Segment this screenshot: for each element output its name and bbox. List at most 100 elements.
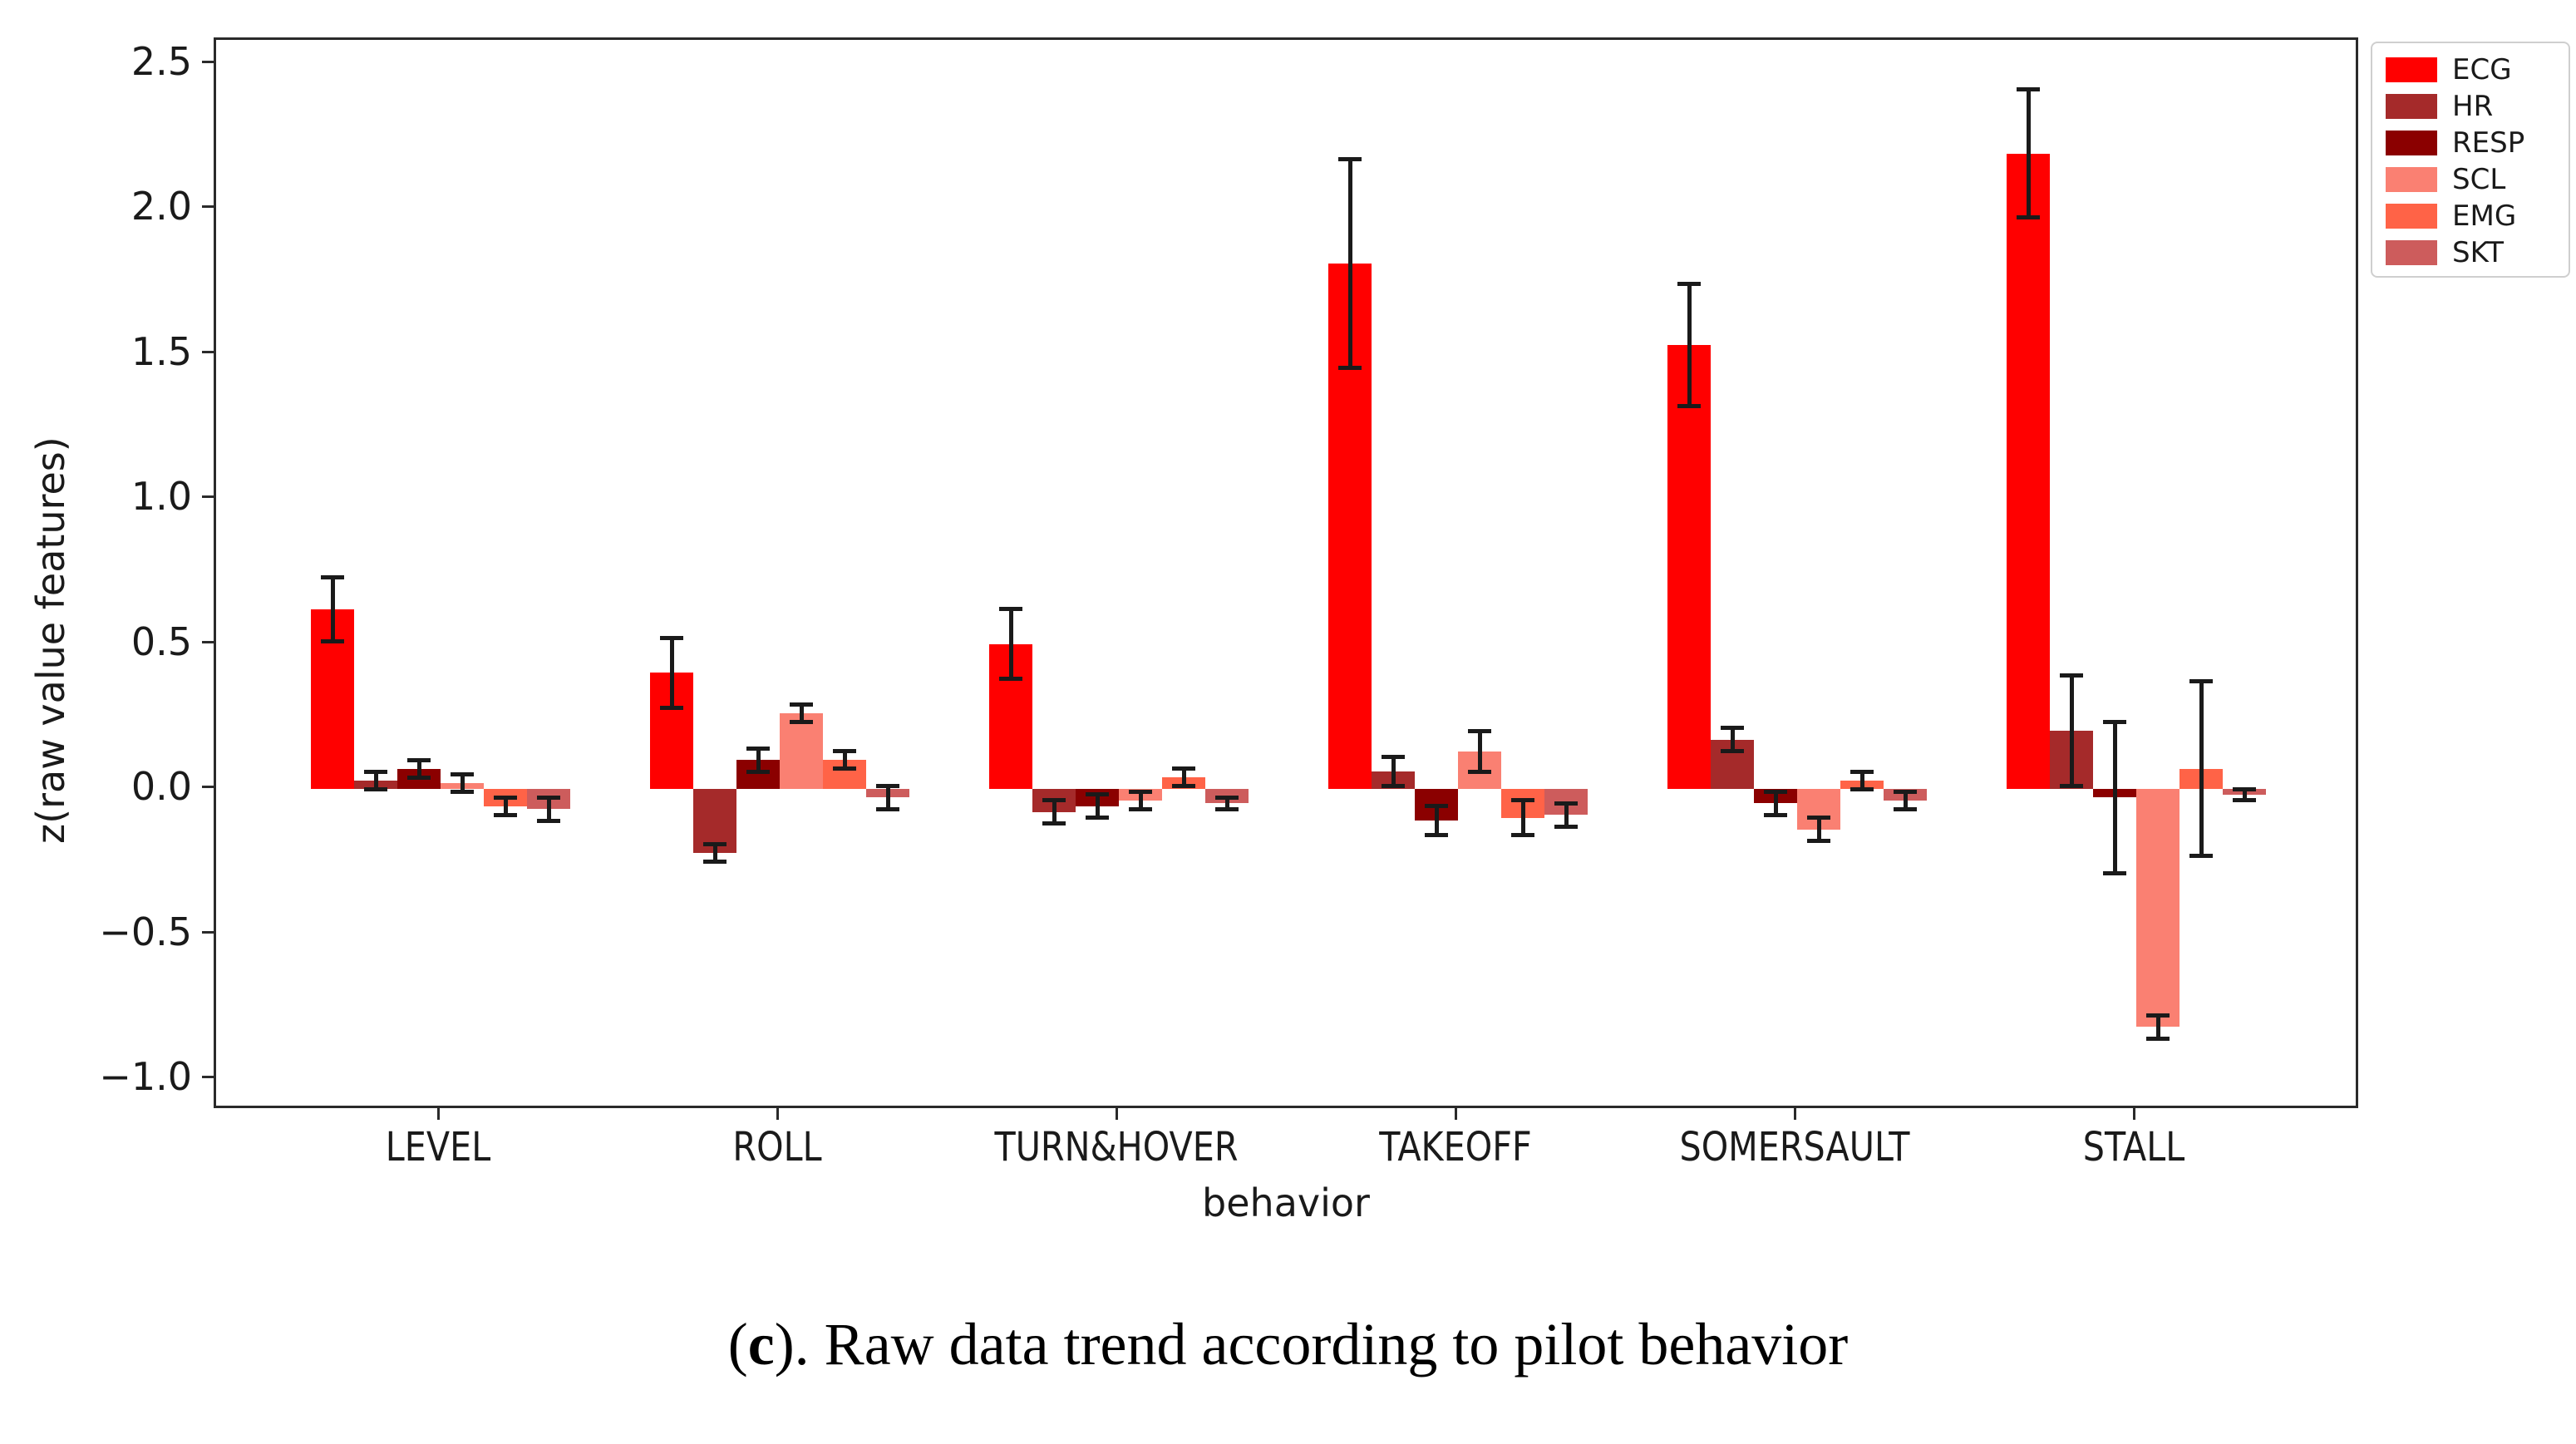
legend-swatch-emg [2386,204,2437,229]
error-bar-cap-bottom [1042,821,1066,826]
error-bar [1564,803,1569,827]
error-bar-cap-bottom [494,812,517,817]
error-bar-cap-top [451,772,474,777]
error-bar-cap-top [2233,786,2256,791]
legend-swatch-resp [2386,131,2437,155]
y-tick-label: 0.0 [131,764,192,809]
legend-item-scl: SCL [2386,161,2569,198]
legend-item-skt: SKT [2386,234,2569,271]
x-tick-mark [1455,1108,1457,1120]
x-tick-label-0: LEVEL [385,1124,491,1170]
error-bar-cap-bottom [660,705,683,710]
caption-letter: c [747,1311,775,1377]
y-tick-label: −1.0 [99,1054,192,1099]
error-bar-cap-top [1894,789,1917,794]
error-bar [1773,791,1778,816]
error-bar [2069,675,2074,786]
error-bar [669,638,674,708]
error-bar-cap-top [1425,804,1448,809]
y-tick-label: 0.5 [131,619,192,664]
x-tick-label-5: STALL [2082,1124,2185,1170]
y-tick-label: 2.0 [131,184,192,229]
error-bar [1095,794,1100,818]
y-tick-mark [202,495,214,498]
error-bar [1859,771,1864,789]
error-bar [1138,791,1143,810]
error-bar-cap-bottom [999,676,1022,681]
caption-open: ( [727,1311,748,1377]
error-bar-cap-bottom [1764,812,1787,817]
error-bar-cap-bottom [833,766,856,771]
error-bar-cap-bottom [1807,839,1830,844]
figure-caption: (c). Raw data trend according to pilot b… [0,1310,2576,1379]
error-bar-cap-bottom [1721,749,1744,754]
error-bar [2242,789,2247,801]
error-bar [503,797,508,816]
error-bar-cap-top [1382,755,1405,760]
error-bar-cap-bottom [2103,870,2126,875]
error-bar [799,704,804,722]
error-bar-cap-top [1215,795,1239,800]
error-bar-cap-bottom [1215,806,1239,811]
error-bar [460,774,465,792]
error-bar-cap-bottom [2233,798,2256,803]
legend-label-skt: SKT [2452,236,2505,269]
error-bar [1052,800,1057,824]
error-bar-cap-top [494,795,517,800]
error-bar-cap-bottom [321,638,344,643]
error-bar-cap-top [1129,789,1152,794]
x-tick-label-4: SOMERSAULT [1679,1124,1910,1170]
y-tick-label: −0.5 [99,909,192,954]
legend-label-ecg: ECG [2452,53,2512,86]
bar-scl-1 [780,713,823,789]
error-bar [756,748,761,772]
y-tick-mark [202,640,214,643]
error-bar-cap-top [1677,282,1701,287]
error-bar [1181,768,1186,786]
x-tick-mark [1116,1108,1118,1120]
error-bar [1434,806,1439,835]
error-bar-cap-bottom [1172,784,1195,788]
error-bar-cap-bottom [1338,366,1362,371]
error-bar-cap-bottom [2146,1036,2170,1041]
error-bar [2199,681,2204,856]
error-bar [712,844,717,862]
error-bar [2155,1015,2160,1039]
y-tick-label: 1.5 [131,328,192,374]
error-bar-cap-top [537,795,560,800]
error-bar-cap-top [2103,720,2126,725]
error-bar-cap-top [407,757,431,762]
legend: ECG HR RESP SCL EMG SKT [2371,42,2570,278]
plot-area [214,37,2358,1108]
legend-label-hr: HR [2452,90,2494,123]
y-tick-mark [202,350,214,353]
x-tick-label-3: TAKEOFF [1379,1124,1532,1170]
error-bar-cap-top [1764,789,1787,794]
legend-label-resp: RESP [2452,126,2525,160]
legend-item-hr: HR [2386,88,2569,125]
error-bar-cap-top [1850,769,1874,774]
error-bar-cap-bottom [790,720,813,725]
error-bar-cap-bottom [1511,833,1534,838]
bar-ecg-5 [2007,153,2050,789]
y-tick-mark [202,930,214,934]
legend-swatch-scl [2386,167,2437,192]
error-bar-cap-bottom [1382,784,1405,788]
x-tick-mark [1794,1108,1796,1120]
error-bar-cap-top [1086,792,1109,797]
legend-item-resp: RESP [2386,125,2569,161]
legend-swatch-skt [2386,240,2437,265]
error-bar [1391,756,1396,786]
error-bar [416,760,421,778]
error-bar-cap-bottom [876,806,899,811]
caption-close: ). [774,1311,825,1377]
y-tick-mark [202,1076,214,1078]
error-bar-cap-top [364,769,387,774]
error-bar-cap-top [2146,1013,2170,1018]
error-bar-cap-bottom [1850,786,1874,791]
error-bar-cap-bottom [1554,824,1578,829]
error-bar-cap-bottom [537,818,560,823]
error-bar-cap-bottom [703,859,727,864]
error-bar-cap-bottom [1468,769,1491,774]
